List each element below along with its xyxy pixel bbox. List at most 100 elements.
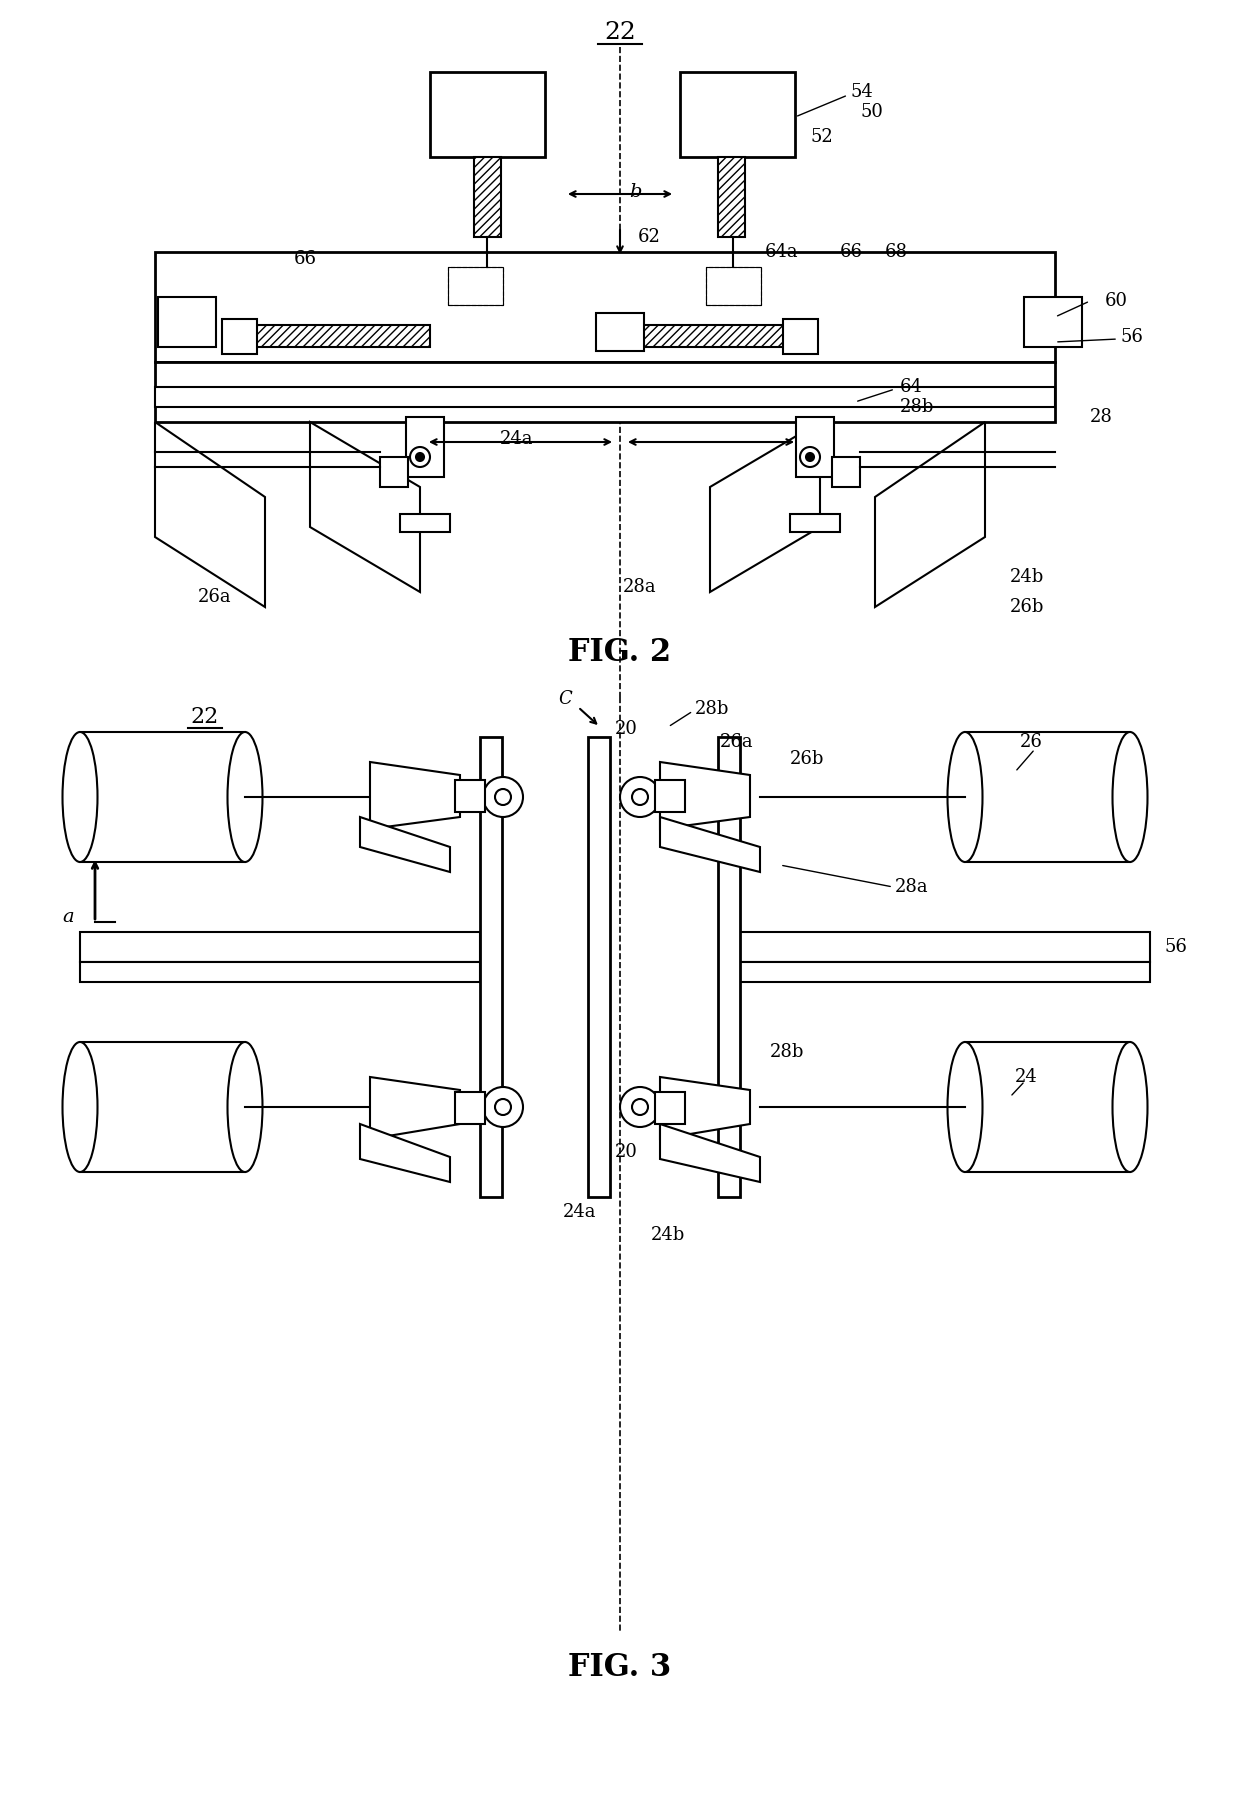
Ellipse shape (62, 1043, 98, 1173)
Bar (448, 267, 503, 305)
Bar (796, 417, 835, 477)
Text: 56: 56 (1120, 329, 1143, 345)
Text: 22: 22 (604, 20, 636, 43)
Bar (222, 320, 257, 354)
Text: 26a: 26a (198, 587, 232, 605)
Bar (448, 267, 503, 305)
Bar (81, 1043, 246, 1173)
Bar (379, 457, 408, 488)
Text: 60: 60 (1105, 293, 1128, 311)
Ellipse shape (1112, 1043, 1147, 1173)
Circle shape (415, 454, 424, 461)
Bar (455, 1091, 485, 1124)
Bar (405, 417, 444, 477)
Bar (655, 781, 684, 811)
Text: 28b: 28b (900, 398, 935, 416)
Text: 26a: 26a (720, 734, 754, 752)
Bar (706, 267, 761, 305)
Circle shape (410, 446, 430, 466)
Polygon shape (370, 1077, 460, 1138)
Polygon shape (370, 763, 460, 829)
Bar (655, 1091, 684, 1124)
Circle shape (495, 790, 511, 804)
Bar (401, 513, 450, 531)
Bar (965, 732, 1130, 862)
Bar (455, 781, 485, 811)
Bar (782, 320, 818, 354)
Bar (430, 72, 546, 157)
Circle shape (632, 1099, 649, 1115)
Text: 24a: 24a (563, 1203, 596, 1222)
Bar (157, 296, 216, 347)
Text: 28b: 28b (694, 699, 729, 717)
Polygon shape (660, 763, 750, 829)
Text: b: b (629, 183, 641, 201)
Bar (718, 157, 745, 237)
Text: FIG. 3: FIG. 3 (568, 1652, 672, 1682)
Ellipse shape (947, 1043, 982, 1173)
Text: 22: 22 (191, 707, 219, 728)
Text: 50: 50 (861, 103, 883, 121)
Bar (720, 932, 1149, 961)
Bar (81, 732, 246, 862)
Polygon shape (711, 423, 820, 593)
Circle shape (484, 1088, 523, 1128)
Polygon shape (660, 1124, 760, 1182)
Bar (596, 313, 644, 351)
Bar (81, 932, 480, 961)
Text: C: C (558, 690, 572, 708)
Text: 24: 24 (1016, 1068, 1038, 1086)
Text: 64: 64 (900, 378, 923, 396)
Text: 26b: 26b (790, 750, 825, 768)
Text: 20: 20 (615, 1144, 637, 1162)
Bar (474, 157, 501, 237)
Bar (832, 457, 861, 488)
Text: 68: 68 (885, 242, 908, 260)
Bar (790, 513, 839, 531)
Polygon shape (310, 423, 420, 593)
Polygon shape (875, 423, 985, 607)
Bar (155, 361, 1055, 423)
Circle shape (620, 777, 660, 817)
Text: 20: 20 (615, 719, 637, 737)
Text: 28a: 28a (895, 878, 929, 896)
Ellipse shape (1112, 732, 1147, 862)
Polygon shape (360, 1124, 450, 1182)
Text: 28: 28 (1090, 408, 1112, 426)
Bar (1024, 296, 1083, 347)
Ellipse shape (947, 732, 982, 862)
Bar (640, 325, 815, 347)
Circle shape (632, 790, 649, 804)
Text: 54: 54 (849, 83, 873, 101)
Bar (965, 1043, 1130, 1173)
Text: FIG. 2: FIG. 2 (568, 636, 672, 667)
Bar (718, 737, 740, 1196)
Text: 64a: 64a (765, 242, 799, 260)
Circle shape (495, 1099, 511, 1115)
Text: 52: 52 (810, 128, 833, 146)
Circle shape (620, 1088, 660, 1128)
Polygon shape (360, 817, 450, 873)
Ellipse shape (227, 1043, 263, 1173)
Bar (480, 737, 502, 1196)
Bar (155, 387, 1055, 407)
Circle shape (484, 777, 523, 817)
Text: a: a (62, 907, 74, 925)
Text: 66: 66 (294, 249, 316, 267)
Ellipse shape (227, 732, 263, 862)
Text: 24a: 24a (500, 430, 533, 448)
Ellipse shape (62, 732, 98, 862)
Text: 56: 56 (1166, 938, 1188, 956)
Text: 62: 62 (639, 228, 661, 246)
Bar (155, 251, 1055, 361)
Text: 66: 66 (839, 242, 863, 260)
Text: 24b: 24b (651, 1225, 686, 1243)
Text: 26b: 26b (1011, 598, 1044, 616)
Bar (81, 961, 480, 981)
Polygon shape (660, 817, 760, 873)
Text: 26: 26 (1021, 734, 1043, 752)
Bar (706, 267, 761, 305)
Polygon shape (155, 423, 265, 607)
Text: 28b: 28b (770, 1043, 805, 1061)
Bar (680, 72, 795, 157)
